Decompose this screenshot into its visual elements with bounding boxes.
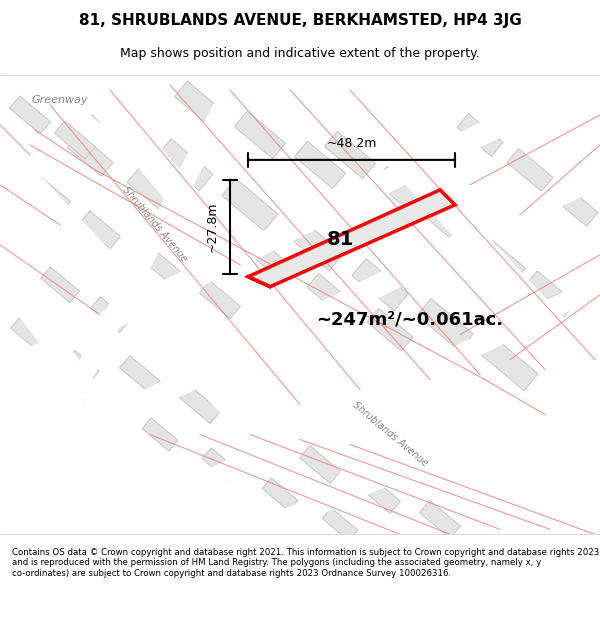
Polygon shape: [374, 166, 425, 214]
Polygon shape: [80, 211, 121, 249]
Text: Contains OS data © Crown copyright and database right 2021. This information is : Contains OS data © Crown copyright and d…: [12, 548, 599, 578]
Text: Greenway: Greenway: [32, 95, 88, 105]
Polygon shape: [248, 190, 455, 287]
Polygon shape: [457, 114, 503, 156]
Polygon shape: [157, 139, 213, 191]
Polygon shape: [140, 246, 181, 284]
Polygon shape: [67, 134, 113, 176]
Polygon shape: [187, 204, 233, 246]
Polygon shape: [127, 169, 173, 211]
Polygon shape: [179, 386, 220, 424]
Polygon shape: [82, 388, 118, 421]
Polygon shape: [352, 259, 408, 311]
Polygon shape: [507, 149, 553, 191]
Text: Shrublands Avenue: Shrublands Avenue: [121, 185, 189, 264]
Polygon shape: [10, 96, 50, 134]
Polygon shape: [419, 501, 460, 538]
Polygon shape: [119, 356, 160, 394]
Polygon shape: [202, 448, 238, 481]
Polygon shape: [325, 131, 376, 179]
Polygon shape: [287, 219, 343, 271]
Polygon shape: [239, 416, 280, 454]
Polygon shape: [41, 267, 79, 302]
Polygon shape: [307, 273, 353, 316]
Polygon shape: [524, 271, 575, 318]
Text: 81: 81: [326, 230, 353, 249]
Polygon shape: [11, 317, 49, 352]
Polygon shape: [475, 236, 526, 284]
Polygon shape: [55, 121, 95, 159]
Polygon shape: [142, 418, 178, 451]
Polygon shape: [29, 176, 70, 214]
Polygon shape: [482, 339, 538, 391]
Polygon shape: [299, 446, 340, 483]
Polygon shape: [175, 81, 226, 129]
Polygon shape: [262, 478, 298, 511]
Polygon shape: [200, 281, 241, 319]
Polygon shape: [247, 238, 293, 281]
Polygon shape: [322, 508, 358, 541]
Text: Map shows position and indicative extent of the property.: Map shows position and indicative extent…: [120, 48, 480, 61]
Polygon shape: [235, 111, 286, 159]
Text: ~247m²/~0.061ac.: ~247m²/~0.061ac.: [316, 311, 503, 329]
Polygon shape: [359, 476, 400, 513]
Polygon shape: [222, 179, 278, 231]
Polygon shape: [552, 184, 598, 226]
Text: Shrublands Avenue: Shrublands Avenue: [350, 400, 430, 469]
Text: ~48.2m: ~48.2m: [326, 138, 377, 151]
Polygon shape: [367, 308, 413, 351]
Polygon shape: [61, 347, 100, 382]
Text: ~27.8m: ~27.8m: [205, 201, 218, 252]
Polygon shape: [424, 201, 476, 249]
Polygon shape: [295, 141, 346, 189]
Polygon shape: [417, 299, 473, 351]
Polygon shape: [92, 99, 148, 151]
Polygon shape: [91, 297, 130, 332]
Text: 81, SHRUBLANDS AVENUE, BERKHAMSTED, HP4 3JG: 81, SHRUBLANDS AVENUE, BERKHAMSTED, HP4 …: [79, 14, 521, 29]
